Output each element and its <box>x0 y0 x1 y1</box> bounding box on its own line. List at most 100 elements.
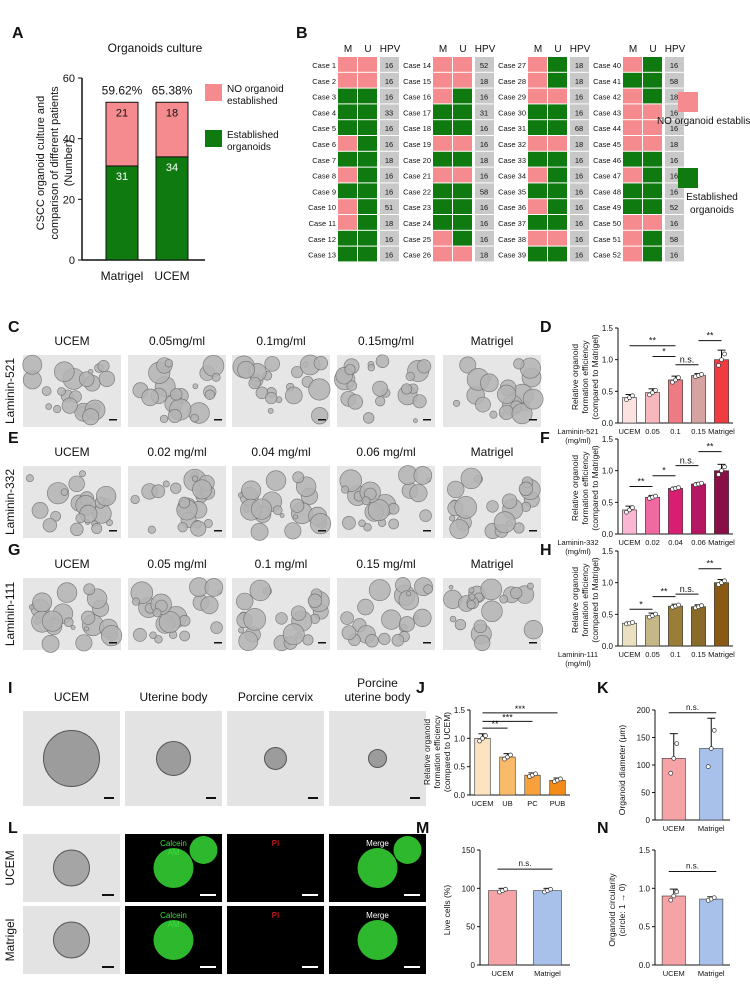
case-label: Case 5 <box>312 124 336 133</box>
micro-title: 0.02 mg/ml <box>147 445 206 459</box>
data-point <box>668 897 674 903</box>
organoid <box>399 616 415 632</box>
col-header-HPV: HPV <box>665 44 686 55</box>
organoid <box>401 383 413 395</box>
cell-U <box>453 167 472 183</box>
channel-label: Merge <box>366 839 389 848</box>
case-label: Case 2 <box>312 77 336 86</box>
organoid <box>63 617 74 628</box>
cell-M <box>528 72 547 88</box>
case-label: Case 16 <box>403 93 431 102</box>
y-tick-label: 0.0 <box>602 419 614 428</box>
case-label: Case 47 <box>593 172 621 181</box>
scale-bar <box>102 894 114 896</box>
cell-M <box>623 72 642 88</box>
organoid <box>177 522 188 533</box>
organoid <box>255 386 269 400</box>
data-point <box>671 756 677 761</box>
organoid <box>459 356 477 374</box>
x-tick-label: UCEM <box>618 538 640 547</box>
organoid <box>285 386 303 405</box>
significance-label: n.s. <box>680 584 695 594</box>
x-tick-label: Matrigel <box>708 650 735 659</box>
organoid <box>192 383 199 390</box>
cell-M <box>623 136 642 151</box>
organoid <box>75 513 86 524</box>
micro-title: Matrigel <box>471 557 514 571</box>
cell-U <box>548 167 567 183</box>
case-label: Case 27 <box>498 61 526 70</box>
organoid <box>311 407 329 425</box>
organoid <box>83 583 96 596</box>
bar-0.02 <box>645 496 660 535</box>
organoid <box>496 384 517 404</box>
organoid <box>388 518 399 530</box>
y-axis-label: Organoid circularity <box>607 873 617 947</box>
organoid <box>151 484 166 499</box>
scale-bar <box>423 530 431 532</box>
cell-HPV <box>475 104 494 120</box>
organoid <box>481 600 503 623</box>
bar-UCEM-1 <box>155 101 189 158</box>
panel-label-F: F <box>540 430 550 447</box>
organoid <box>340 485 350 494</box>
case-label: Case 37 <box>498 219 526 228</box>
case-label: Case 35 <box>498 187 526 196</box>
scale-bar <box>109 642 117 644</box>
significance-label: n.s. <box>686 861 699 870</box>
calcein-organoid <box>189 836 218 864</box>
panel-label-G: G <box>8 542 20 559</box>
hpv-value: 18 <box>480 251 488 260</box>
cell-HPV <box>570 199 589 214</box>
cell-U <box>453 136 472 151</box>
organoid <box>79 470 86 478</box>
significance-label: * <box>639 599 643 609</box>
organoid <box>493 511 516 534</box>
organoid <box>191 475 199 482</box>
bar-0.05 <box>645 392 660 424</box>
case-label: Case 20 <box>403 156 431 165</box>
y-tick-label: 1.0 <box>602 579 614 588</box>
organoid <box>391 634 405 647</box>
organoid <box>361 496 371 506</box>
organoid <box>264 747 287 770</box>
organoid <box>347 394 364 410</box>
cell-HPV <box>665 72 684 88</box>
organoid <box>250 522 269 541</box>
cell-HPV <box>665 57 684 72</box>
cell-M <box>338 120 357 135</box>
cell-M <box>338 230 357 246</box>
panel-label-E: E <box>8 430 19 447</box>
x-tick-label: Matrigel <box>698 969 725 978</box>
cell-U <box>453 120 472 135</box>
col-header-HPV: HPV <box>570 44 591 55</box>
hpv-value: 16 <box>480 124 488 133</box>
case-label: Case 26 <box>403 251 431 260</box>
organoid <box>413 466 433 485</box>
organoid <box>409 484 428 503</box>
hpv-value: 18 <box>575 140 583 149</box>
cell-HPV <box>475 120 494 135</box>
legend-label: NO organoid <box>227 84 284 95</box>
cell-U <box>643 246 662 262</box>
cell-M <box>338 167 357 183</box>
cell-HPV <box>570 246 589 262</box>
hpv-value: 18 <box>385 219 393 228</box>
panel-label-L: L <box>8 820 18 837</box>
organoid <box>341 625 357 641</box>
organoid <box>417 359 432 374</box>
hpv-value: 16 <box>670 251 678 260</box>
y-axis-label: (compared to Matrigel) <box>590 445 600 531</box>
cell-HPV <box>475 215 494 230</box>
y-axis-label: (compared to Matrigel) <box>590 334 600 420</box>
cell-U <box>548 215 567 230</box>
bar-value-label: 31 <box>116 171 128 183</box>
organoid <box>162 480 170 488</box>
x-tick-label: Matrigel <box>708 427 735 436</box>
panel-label-D: D <box>540 319 552 336</box>
cell-U <box>358 151 377 167</box>
cell-U <box>358 104 377 120</box>
significance-label: * <box>662 347 666 357</box>
hpv-value: 16 <box>670 124 678 133</box>
cell-HPV <box>570 57 589 72</box>
